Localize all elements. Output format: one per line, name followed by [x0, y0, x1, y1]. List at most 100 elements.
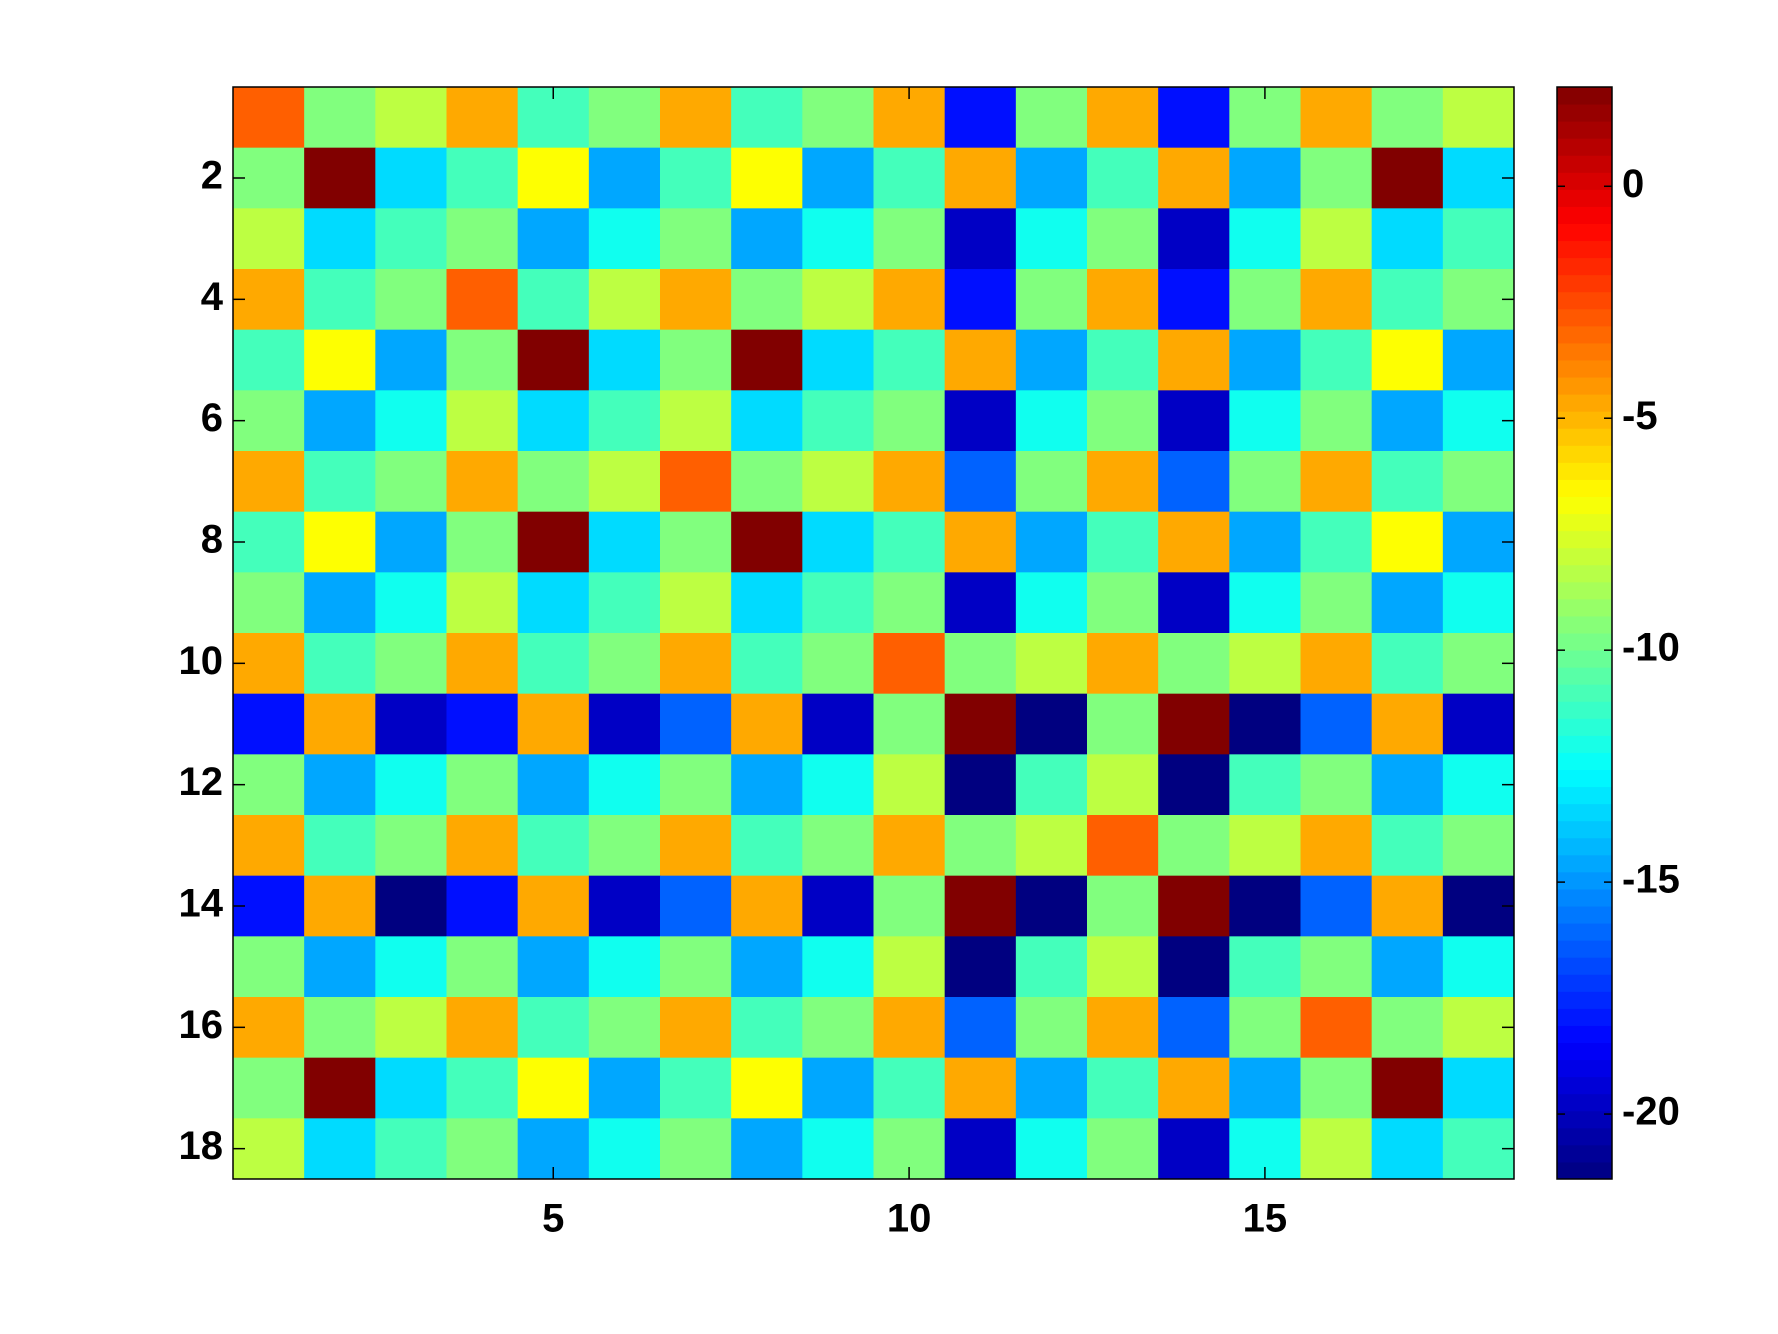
cell	[375, 1118, 447, 1180]
colorbar-step	[1557, 257, 1612, 276]
cell	[944, 875, 1017, 937]
cell	[304, 511, 376, 573]
colorbar-step	[1557, 428, 1612, 446]
cell	[1300, 329, 1373, 391]
cell	[517, 754, 590, 816]
cell	[446, 875, 519, 937]
y-tick-label: 18	[179, 1124, 224, 1168]
colorbar-step	[1557, 411, 1612, 429]
cell	[233, 815, 305, 877]
colorbar-step	[1557, 1025, 1612, 1043]
cell	[304, 87, 376, 149]
cell	[446, 390, 519, 452]
cell	[517, 269, 590, 331]
colorbar-step	[1557, 445, 1612, 463]
cell	[1371, 754, 1444, 816]
cell	[1158, 875, 1230, 937]
cell	[517, 1057, 590, 1119]
cell	[944, 269, 1017, 331]
cell	[1229, 875, 1301, 937]
cell	[1158, 1118, 1230, 1180]
cell	[1087, 936, 1159, 998]
cell	[375, 633, 447, 695]
cell	[588, 269, 661, 331]
cell	[944, 815, 1017, 877]
cell	[304, 269, 376, 331]
cell	[588, 329, 661, 391]
cell	[1371, 1057, 1444, 1119]
cell	[446, 269, 519, 331]
cell	[660, 147, 732, 209]
colorbar-step	[1557, 291, 1612, 310]
cell	[446, 87, 519, 149]
cell	[1087, 1118, 1159, 1180]
cell	[1229, 815, 1301, 877]
cell	[375, 269, 447, 331]
cell	[1158, 936, 1230, 998]
colorbar-tick-label: -15	[1622, 858, 1680, 902]
cell	[873, 1057, 946, 1119]
colorbar-step	[1557, 87, 1612, 105]
cell	[944, 390, 1017, 452]
cell	[1300, 1118, 1373, 1180]
cell	[517, 329, 590, 391]
colorbar-step	[1557, 701, 1612, 719]
cell	[731, 693, 803, 755]
cell	[517, 208, 590, 270]
y-tick-label: 8	[201, 518, 223, 562]
cell	[1300, 269, 1373, 331]
cell	[1158, 1057, 1230, 1119]
cell	[1015, 269, 1088, 331]
cell	[1015, 390, 1088, 452]
cell	[944, 572, 1017, 634]
cell	[1015, 451, 1088, 513]
colorbar-step	[1557, 479, 1612, 497]
cell	[1300, 1057, 1373, 1119]
cell	[944, 1118, 1017, 1180]
cell	[1015, 87, 1088, 149]
cell	[802, 693, 874, 755]
cell	[588, 936, 661, 998]
colorbar-step	[1557, 650, 1612, 668]
cell	[1015, 815, 1088, 877]
cell	[446, 511, 519, 573]
colorbar-tick-label: 0	[1622, 162, 1644, 206]
cell	[446, 693, 519, 755]
cell	[873, 451, 946, 513]
colorbar-step	[1557, 547, 1612, 566]
colorbar-step	[1557, 189, 1612, 207]
cell	[731, 269, 803, 331]
cell	[1015, 693, 1088, 755]
cell	[517, 875, 590, 937]
colorbar-step	[1557, 206, 1612, 224]
colorbar-step	[1557, 615, 1612, 634]
cell	[1442, 87, 1515, 149]
cell	[1087, 147, 1159, 209]
colorbar-step	[1557, 513, 1612, 532]
colorbar-step	[1557, 837, 1612, 856]
colorbar-step	[1557, 974, 1612, 992]
cell	[660, 754, 732, 816]
cell	[944, 147, 1017, 209]
cell	[802, 269, 874, 331]
cell	[1371, 87, 1444, 149]
cell	[588, 572, 661, 634]
cell	[660, 936, 732, 998]
cell	[1371, 1118, 1444, 1180]
cell	[446, 329, 519, 391]
cell	[1158, 997, 1230, 1059]
cell	[1371, 633, 1444, 695]
cell	[588, 390, 661, 452]
colorbar-step	[1557, 684, 1612, 702]
colorbar-step	[1557, 530, 1612, 549]
cell	[304, 1118, 376, 1180]
cell	[517, 147, 590, 209]
cell	[1371, 997, 1444, 1059]
colorbar-step	[1557, 1008, 1612, 1026]
cell	[660, 390, 732, 452]
cell	[660, 875, 732, 937]
cell	[1371, 329, 1444, 391]
cell	[873, 633, 946, 695]
cell	[1442, 815, 1515, 877]
